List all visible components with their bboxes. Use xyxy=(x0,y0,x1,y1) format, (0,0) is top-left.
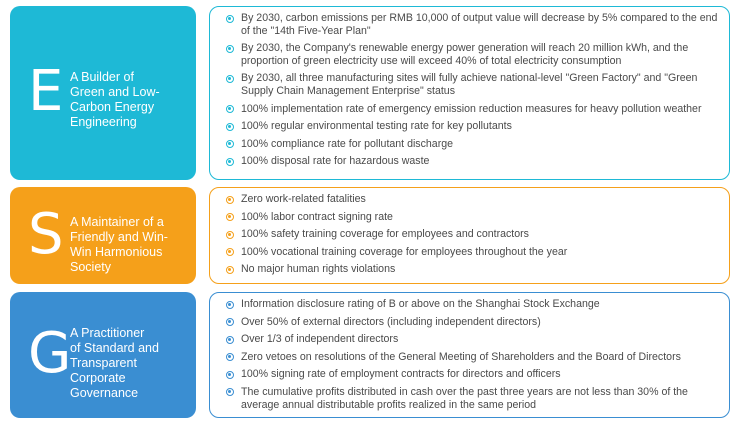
social-title-line: Friendly and Win- xyxy=(70,230,168,244)
bullet-icon xyxy=(226,105,234,114)
goal-text: 100% vocational training coverage for em… xyxy=(241,245,568,258)
governance-goals-panel: Information disclosure rating of B or ab… xyxy=(209,292,730,418)
bullet-icon xyxy=(226,388,234,397)
list-item: By 2030, the Company's renewable energy … xyxy=(226,42,721,67)
goal-text: Over 1/3 of independent directors xyxy=(241,333,399,346)
list-item: No major human rights violations xyxy=(226,263,721,276)
goal-text: 100% labor contract signing rate xyxy=(241,210,393,223)
bullet-icon xyxy=(226,300,234,309)
goal-text: 100% disposal rate for hazardous waste xyxy=(241,155,430,168)
goal-text: Zero vetoes on resolutions of the Genera… xyxy=(241,350,681,363)
list-item: The cumulative profits distributed in ca… xyxy=(226,386,721,411)
list-item: Zero vetoes on resolutions of the Genera… xyxy=(226,351,721,364)
goal-text: By 2030, carbon emissions per RMB 10,000… xyxy=(241,12,718,37)
list-item: 100% labor contract signing rate xyxy=(226,211,721,224)
bullet-icon xyxy=(226,157,234,166)
governance-title-line: Transparent xyxy=(70,356,137,370)
goal-text: By 2030, the Company's renewable energy … xyxy=(241,42,689,67)
list-item: 100% disposal rate for hazardous waste xyxy=(226,155,721,168)
environment-title: A Builder of Green and Low- Carbon Energ… xyxy=(70,70,186,130)
bullet-icon xyxy=(226,14,234,23)
bullet-icon xyxy=(226,265,234,274)
governance-tile: G A Practitioner of Standard and Transpa… xyxy=(10,292,196,418)
list-item: 100% compliance rate for pollutant disch… xyxy=(226,138,721,151)
goal-text: 100% regular environmental testing rate … xyxy=(241,120,512,133)
environment-title-line: A Builder of xyxy=(70,70,134,84)
governance-title-line: Corporate xyxy=(70,371,126,385)
environment-goals-panel: By 2030, carbon emissions per RMB 10,000… xyxy=(209,6,730,180)
goal-text: 100% compliance rate for pollutant disch… xyxy=(241,137,453,150)
list-item: Zero work-related fatalities xyxy=(226,193,721,206)
list-item: 100% vocational training coverage for em… xyxy=(226,246,721,259)
social-title-line: A Maintainer of a xyxy=(70,215,164,229)
list-item: Information disclosure rating of B or ab… xyxy=(226,298,721,311)
governance-section: G A Practitioner of Standard and Transpa… xyxy=(10,292,730,418)
list-item: Over 1/3 of independent directors xyxy=(226,333,721,346)
environment-title-line: Engineering xyxy=(70,115,137,129)
bullet-icon xyxy=(226,335,234,344)
bullet-icon xyxy=(226,353,234,362)
bullet-icon xyxy=(226,195,234,204)
bullet-icon xyxy=(226,370,234,379)
bullet-icon xyxy=(226,140,234,149)
goal-text: Information disclosure rating of B or ab… xyxy=(241,298,600,310)
bullet-icon xyxy=(226,248,234,257)
social-title-line: Society xyxy=(70,260,111,274)
social-goals-panel: Zero work-related fatalities 100% labor … xyxy=(209,187,730,284)
environment-goals-list: By 2030, carbon emissions per RMB 10,000… xyxy=(226,12,721,168)
environment-tile: E A Builder of Green and Low- Carbon Ene… xyxy=(10,6,196,180)
goal-text: The cumulative profits distributed in ca… xyxy=(241,385,688,411)
list-item: 100% implementation rate of emergency em… xyxy=(226,103,721,116)
list-item: 100% safety training coverage for employ… xyxy=(226,228,721,241)
bullet-icon xyxy=(226,44,234,53)
governance-title-line: Governance xyxy=(70,386,139,400)
list-item: By 2030, carbon emissions per RMB 10,000… xyxy=(226,12,721,37)
goal-text: 100% signing rate of employment contract… xyxy=(241,368,561,381)
list-item: 100% regular environmental testing rate … xyxy=(226,120,721,133)
goal-text: No major human rights violations xyxy=(241,263,396,276)
goal-text: 100% safety training coverage for employ… xyxy=(241,228,529,241)
bullet-icon xyxy=(226,74,234,83)
social-goals-list: Zero work-related fatalities 100% labor … xyxy=(226,193,721,276)
social-section: S A Maintainer of a Friendly and Win- Wi… xyxy=(10,187,730,284)
bullet-icon xyxy=(226,318,234,327)
environment-title-line: Green and Low- xyxy=(70,85,160,99)
governance-title: A Practitioner of Standard and Transpare… xyxy=(70,326,186,401)
environment-section: E A Builder of Green and Low- Carbon Ene… xyxy=(10,6,730,180)
social-title: A Maintainer of a Friendly and Win- Win … xyxy=(70,215,186,275)
governance-goals-list: Information disclosure rating of B or ab… xyxy=(226,298,721,411)
social-tile: S A Maintainer of a Friendly and Win- Wi… xyxy=(10,187,196,284)
list-item: 100% signing rate of employment contract… xyxy=(226,368,721,381)
governance-title-line: A Practitioner xyxy=(70,326,145,340)
social-letter: S xyxy=(28,202,64,267)
goal-text: Over 50% of external directors (includin… xyxy=(241,315,541,328)
list-item: By 2030, all three manufacturing sites w… xyxy=(226,72,721,97)
governance-letter: G xyxy=(28,321,72,386)
list-item: Over 50% of external directors (includin… xyxy=(226,316,721,329)
governance-title-line: of Standard and xyxy=(70,341,159,355)
goal-text: 100% implementation rate of emergency em… xyxy=(241,102,702,115)
bullet-icon xyxy=(226,213,234,222)
bullet-icon xyxy=(226,230,234,239)
environment-letter: E xyxy=(28,59,64,124)
goal-text: By 2030, all three manufacturing sites w… xyxy=(241,72,698,97)
bullet-icon xyxy=(226,122,234,131)
environment-title-line: Carbon Energy xyxy=(70,100,155,114)
social-title-line: Win Harmonious xyxy=(70,245,163,259)
goal-text: Zero work-related fatalities xyxy=(241,193,366,205)
